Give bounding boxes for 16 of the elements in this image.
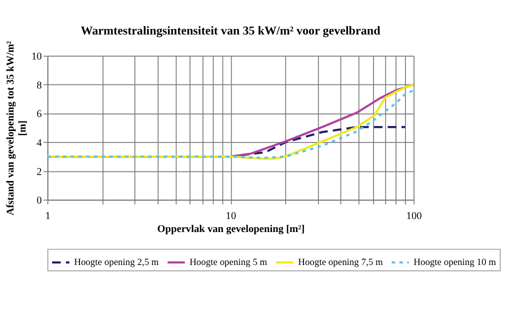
y-tick-label: 2	[36, 166, 42, 178]
x-tick-label: 1	[45, 211, 50, 222]
y-axis-title: Afstand van gevelopening tot 35 kW/m² [m]	[5, 40, 28, 216]
legend-label: Hoogte opening 7,5 m	[298, 258, 384, 268]
chart-title: Warmtestralingsintensiteit van 35 kW/m² voor gevelbrand	[80, 23, 381, 38]
y-tick-label: 10	[31, 52, 42, 63]
y-tick-label: 6	[36, 109, 42, 120]
legend-label: Hoogte opening 10 m	[414, 258, 497, 268]
y-tick-label: 0	[36, 196, 42, 207]
x-tick-label: 100	[406, 211, 422, 222]
legend-label: Hoogte opening 2,5 m	[74, 258, 160, 268]
legend-label: Hoogte opening 5 m	[190, 258, 268, 268]
x-axis-title: Oppervlak van gevelopening [m²]	[157, 224, 305, 236]
y-tick-label: 4	[36, 138, 42, 150]
y-tick-label: 8	[36, 80, 42, 92]
x-tick-label: 10	[226, 211, 236, 222]
